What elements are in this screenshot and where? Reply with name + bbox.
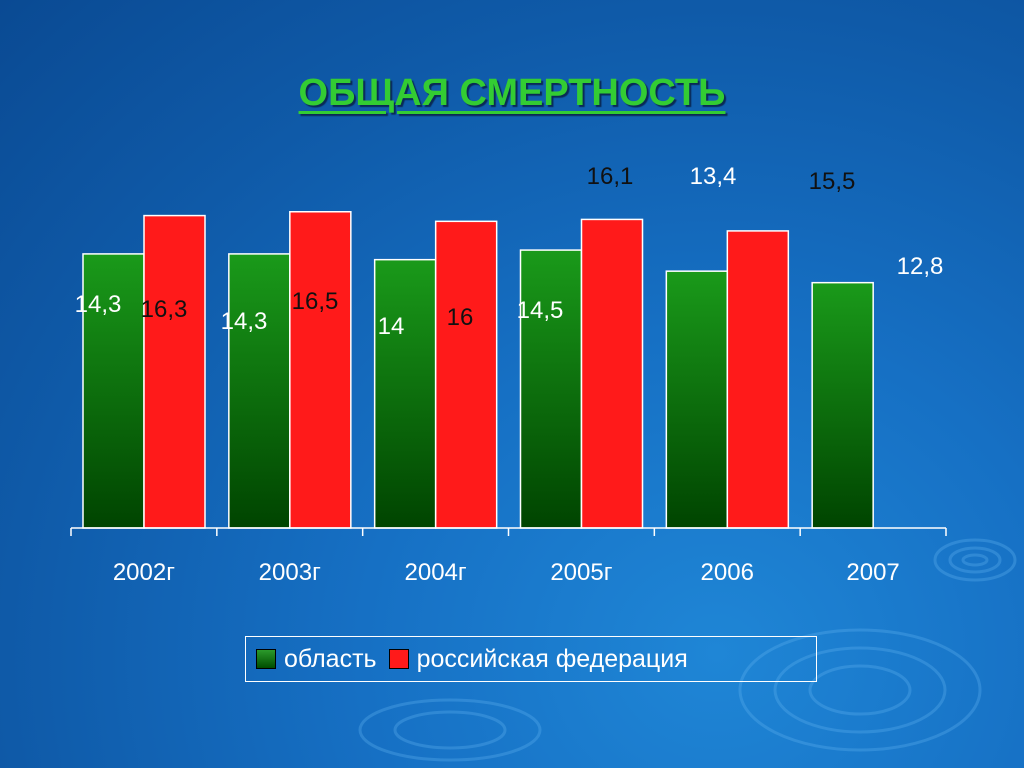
data-label-rf: 16,3 [141, 296, 188, 323]
x-tick-label: 2003г [259, 559, 321, 586]
x-tick-label: 2006 [701, 559, 754, 586]
bar-oblast-4 [665, 270, 729, 529]
bar-oblast-5 [811, 281, 874, 529]
legend-item-rf: российская федерация [388, 644, 688, 674]
chart-legend: область российская федерация [245, 636, 817, 682]
bar-rf-1 [289, 211, 352, 529]
legend-swatch-green [256, 649, 276, 669]
x-tick-label: 2007 [846, 559, 899, 586]
data-label-rf: 16,5 [292, 288, 339, 315]
data-label-rf: 16 [447, 304, 474, 331]
bar-oblast-1 [228, 253, 291, 529]
legend-label-oblast: область [284, 644, 377, 673]
x-tick-label: 2005г [550, 559, 612, 586]
legend-item-oblast: область [256, 645, 377, 674]
data-label-oblast: 13,4 [690, 163, 737, 190]
bar-rf-0 [143, 214, 206, 529]
data-label-rf: 15,5 [809, 168, 856, 195]
bar-oblast-0 [82, 253, 145, 529]
bar-rf-2 [434, 220, 498, 529]
data-label-oblast: 14,5 [517, 297, 564, 324]
data-label-rf: 16,1 [587, 163, 634, 190]
legend-swatch-red [388, 649, 409, 669]
page-title: ОБЩАЯ СМЕРТНОСТЬ [298, 72, 726, 114]
bar-oblast-3 [519, 249, 583, 529]
bar-rf-3 [580, 218, 644, 529]
x-tick-label: 2002г [113, 559, 175, 586]
data-label-oblast: 14,3 [221, 308, 268, 335]
bar-rf-4 [726, 230, 790, 529]
legend-label-rf: российская федерация [416, 644, 688, 673]
data-label-oblast: 14,3 [75, 291, 122, 318]
data-label-oblast: 12,8 [897, 253, 944, 280]
bar-oblast-2 [373, 258, 437, 529]
x-tick-label: 2004г [405, 559, 467, 586]
data-label-oblast: 14 [378, 313, 405, 340]
